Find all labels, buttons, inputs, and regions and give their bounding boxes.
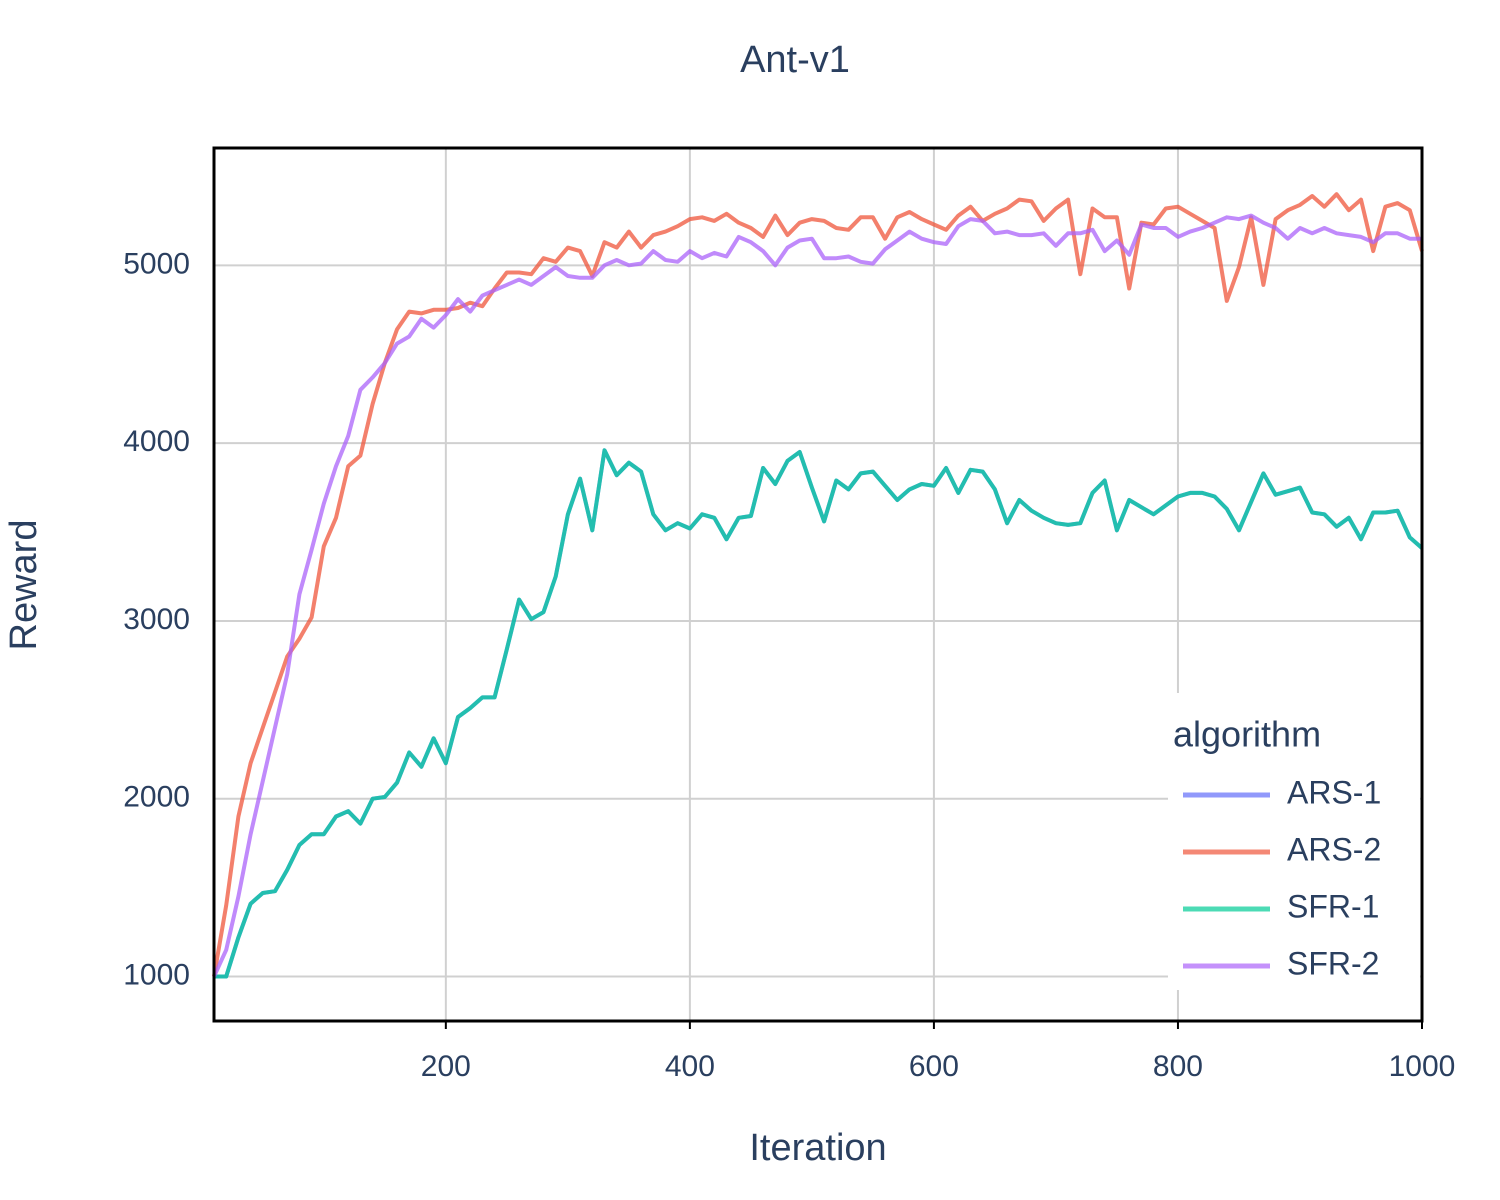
legend-box	[1168, 693, 1420, 990]
x-tick-label: 400	[665, 1050, 715, 1083]
series-line	[214, 448, 1424, 979]
x-axis-title: Iteration	[749, 1127, 886, 1169]
y-tick-label: 4000	[123, 425, 190, 458]
y-tick-label: 1000	[123, 958, 190, 991]
legend-label: SFR-1	[1287, 888, 1379, 924]
legend-label: ARS-2	[1287, 831, 1381, 867]
x-tick-label: 600	[909, 1050, 959, 1083]
series-line	[212, 213, 1422, 978]
legend-title: algorithm	[1173, 714, 1321, 755]
chart-title: Ant-v1	[740, 39, 850, 81]
plot-frame	[212, 146, 1424, 1023]
y-tick-label: 3000	[123, 603, 190, 636]
series-line	[212, 192, 1424, 977]
legend-label: SFR-2	[1287, 945, 1379, 981]
x-tick-label: 200	[421, 1050, 471, 1083]
x-tick-label: 1000	[1389, 1050, 1456, 1083]
y-axis-title: Reward	[3, 520, 45, 651]
y-tick-label: 2000	[123, 781, 190, 814]
y-tick-label: 5000	[123, 247, 190, 280]
legend-label: ARS-1	[1287, 774, 1381, 810]
x-tick-label: 800	[1153, 1050, 1203, 1083]
